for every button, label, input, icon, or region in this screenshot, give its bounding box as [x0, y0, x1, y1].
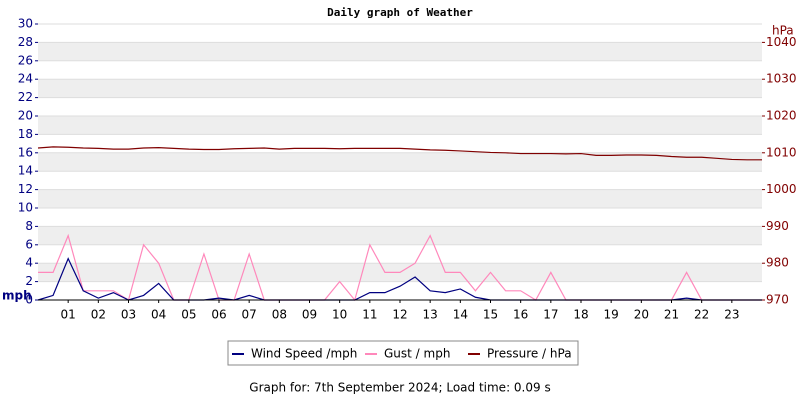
y2-tick-label: 980	[766, 256, 789, 270]
grid-band	[38, 79, 762, 98]
x-tick-label: 08	[272, 308, 287, 322]
x-tick-label: 22	[694, 308, 709, 322]
y-tick-label: 26	[18, 53, 33, 67]
x-tick-label: 15	[483, 308, 498, 322]
x-tick-label: 17	[543, 308, 558, 322]
x-tick-label: 07	[242, 308, 257, 322]
y-tick-label: 12	[18, 182, 33, 196]
y-tick-label: 18	[18, 127, 33, 141]
x-tick-label: 05	[181, 308, 196, 322]
y-tick-label: 6	[25, 237, 33, 251]
y-tick-label: 28	[18, 35, 33, 49]
y-axis-label: mph	[2, 289, 32, 303]
y-tick-label: 0	[25, 293, 33, 307]
legend-label: Pressure / hPa	[487, 347, 572, 361]
x-tick-label: 09	[302, 308, 317, 322]
x-tick-label: 03	[121, 308, 136, 322]
x-tick-label: 04	[151, 308, 166, 322]
y-tick-label: 16	[18, 145, 33, 159]
x-tick-label: 13	[423, 308, 438, 322]
series-line	[37, 146, 762, 161]
x-tick-label: 20	[634, 308, 649, 322]
x-tick-label: 14	[453, 308, 468, 322]
y2-tick-label: 970	[766, 293, 789, 307]
plot-area	[37, 23, 762, 302]
x-tick-label: 18	[573, 308, 588, 322]
x-tick-label: 02	[91, 308, 106, 322]
y-tick-label: 22	[18, 90, 33, 104]
y2-tick-label: 1000	[766, 182, 797, 196]
y2-tick-label: 1040	[766, 35, 797, 49]
y2-tick-label: 1010	[766, 145, 797, 159]
legend-box	[227, 340, 579, 366]
x-tick-label: 21	[664, 308, 679, 322]
x-tick-label: 23	[724, 308, 739, 322]
x-tick-label: 11	[362, 308, 377, 322]
y-tick-label: 2	[25, 274, 33, 288]
y-tick-label: 24	[18, 72, 33, 86]
x-tick-label: 12	[392, 308, 407, 322]
grid-band	[38, 226, 762, 245]
x-tick-label: 19	[604, 308, 619, 322]
x-tick-label: 10	[332, 308, 347, 322]
y2-tick-label: 1020	[766, 109, 797, 123]
grid-band	[38, 189, 762, 208]
x-tick-label: 16	[513, 308, 528, 322]
legend-label: Wind Speed /mph	[251, 347, 357, 361]
y-tick-label: 10	[18, 201, 33, 215]
footer: Graph for: 7th September 2024; Load time…	[249, 381, 550, 395]
y2-tick-label: 1030	[766, 72, 797, 86]
grid-band	[38, 116, 762, 135]
y2-tick-label: 990	[766, 219, 789, 233]
legend-label: Gust / mph	[384, 347, 450, 361]
chart-title: Daily graph of Weather	[327, 6, 473, 19]
grid-band	[38, 152, 762, 172]
y-tick-label: 4	[25, 256, 33, 270]
y-tick-label: 30	[18, 17, 33, 31]
y-tick-label: 20	[18, 109, 33, 123]
y-tick-label: 8	[25, 219, 33, 233]
y2-axis-label: hPa	[772, 24, 794, 38]
x-tick-label: 06	[211, 308, 226, 322]
y-tick-label: 14	[18, 164, 33, 178]
x-tick-label: 01	[61, 308, 76, 322]
grid-band	[38, 42, 762, 61]
